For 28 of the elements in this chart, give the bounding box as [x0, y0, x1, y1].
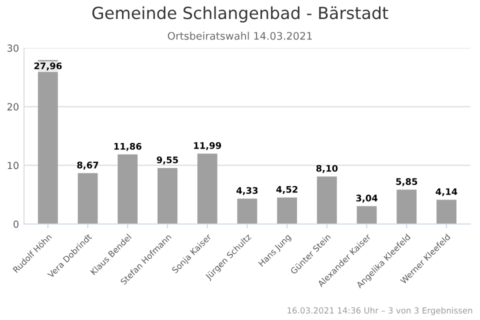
bar	[118, 154, 138, 224]
chart-title: Gemeinde Schlangenbad - Bärstadt	[92, 6, 388, 22]
data-label: 11,86	[114, 142, 142, 151]
bar	[197, 154, 218, 224]
bar	[396, 190, 417, 224]
y-tick-label: 20	[7, 103, 18, 110]
bar	[436, 200, 456, 224]
bar	[356, 206, 377, 224]
data-label: 8,10	[316, 164, 338, 173]
data-label: 9,55	[156, 156, 178, 164]
y-tick-label: 0	[14, 220, 18, 228]
data-label: 11,99	[194, 142, 222, 150]
bar	[277, 197, 298, 224]
y-tick-label: 30	[8, 44, 18, 52]
data-label: 4,33	[236, 187, 258, 196]
bar	[316, 176, 337, 224]
data-label: 27,96	[34, 62, 62, 70]
bar	[158, 168, 178, 224]
chart-subtitle: Ortsbeiratswahl 14.03.2021	[168, 32, 312, 40]
bar	[237, 198, 258, 224]
data-label: 8,67	[77, 162, 98, 170]
data-label: 4,14	[436, 188, 458, 196]
y-tick-label: 10	[8, 162, 18, 170]
data-label: 4,52	[276, 186, 298, 194]
text: 16.03.2021 14:36 Uhr – 3 von 3 Ergebnissen	[288, 307, 472, 316]
bar	[78, 173, 98, 224]
data-label: 3,04	[356, 194, 378, 203]
data-label: 5,85	[396, 178, 418, 186]
